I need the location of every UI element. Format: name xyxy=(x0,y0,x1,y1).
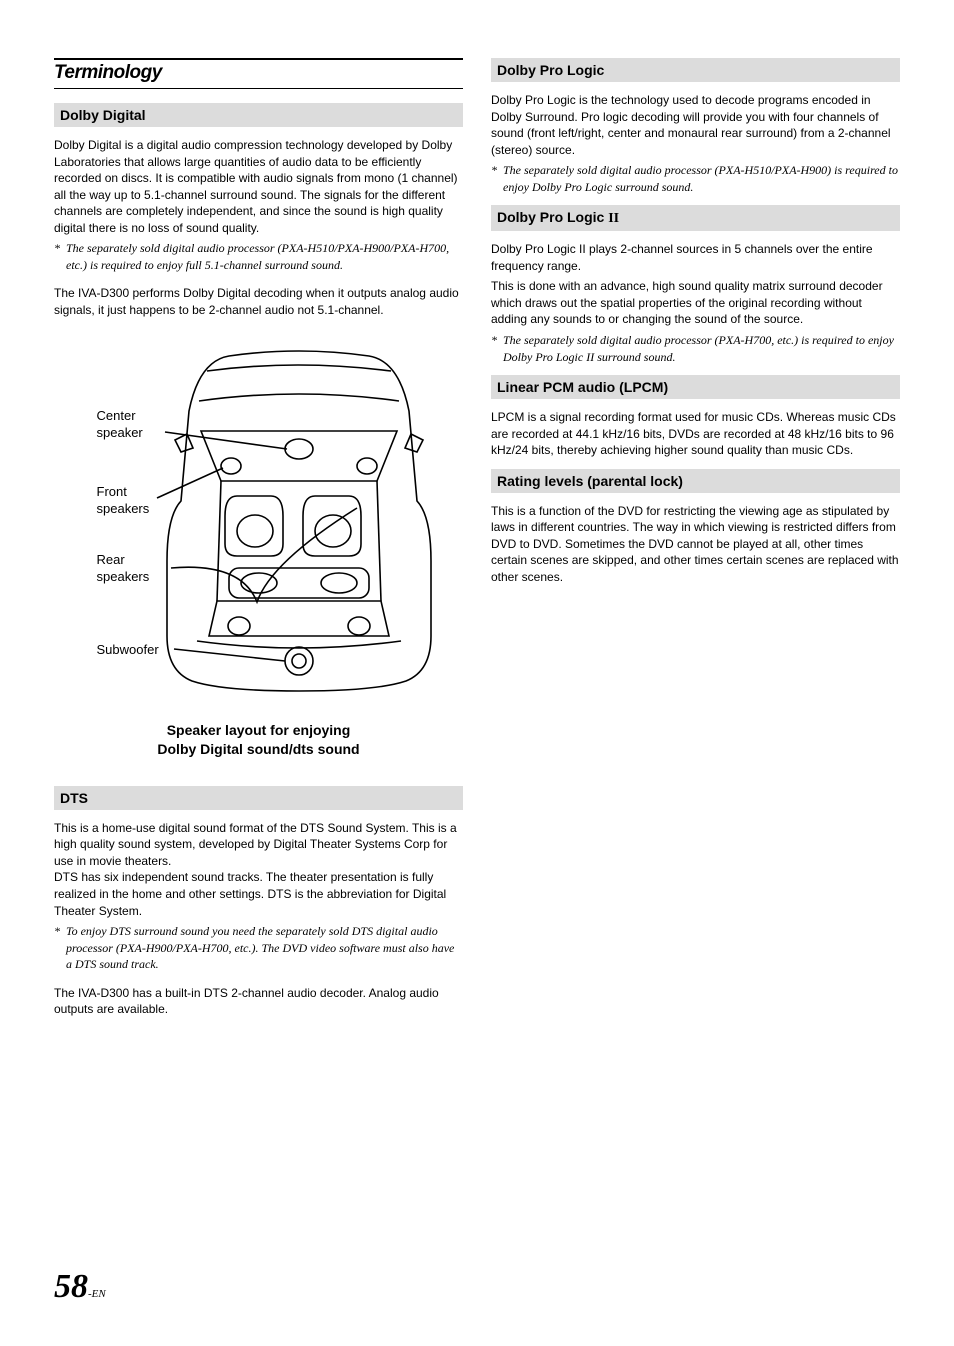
note-text: The separately sold digital audio proces… xyxy=(503,332,900,365)
heading-rating-levels: Rating levels (parental lock) xyxy=(491,469,900,493)
page-number-suffix: -EN xyxy=(88,1288,106,1300)
para-prologic: Dolby Pro Logic is the technology used t… xyxy=(491,92,900,158)
page-number-value: 58 xyxy=(54,1268,88,1305)
car-speaker-diagram: Centerspeaker Frontspeakers Rearspeakers… xyxy=(79,336,439,711)
heading-dts: DTS xyxy=(54,786,463,810)
note-prologic: * The separately sold digital audio proc… xyxy=(491,162,900,195)
para-iva-dts: The IVA-D300 has a built-in DTS 2-channe… xyxy=(54,985,463,1018)
para-prologic2-b: This is done with an advance, high sound… xyxy=(491,278,900,328)
para-prologic2-a: Dolby Pro Logic II plays 2-channel sourc… xyxy=(491,241,900,274)
para-lpcm: LPCM is a signal recording format used f… xyxy=(491,409,900,459)
section-title: Terminology xyxy=(54,58,463,89)
heading-dolby-prologic2: Dolby Pro Logic II xyxy=(491,205,900,231)
note-text: To enjoy DTS surround sound you need the… xyxy=(66,923,463,973)
heading-dolby-digital: Dolby Digital xyxy=(54,103,463,127)
para-iva-dolby: The IVA-D300 performs Dolby Digital deco… xyxy=(54,285,463,318)
asterisk: * xyxy=(491,162,503,195)
figure-caption: Speaker layout for enjoyingDolby Digital… xyxy=(54,721,463,757)
note-dts: * To enjoy DTS surround sound you need t… xyxy=(54,923,463,973)
para-rating: This is a function of the DVD for restri… xyxy=(491,503,900,586)
label-rear-speakers: Rearspeakers xyxy=(97,552,150,585)
heading-lpcm: Linear PCM audio (LPCM) xyxy=(491,375,900,399)
note-text: The separately sold digital audio proces… xyxy=(66,240,463,273)
label-front-speakers: Frontspeakers xyxy=(97,484,150,517)
asterisk: * xyxy=(54,923,66,973)
para-dolby-digital: Dolby Digital is a digital audio compres… xyxy=(54,137,463,236)
note-prologic2: * The separately sold digital audio proc… xyxy=(491,332,900,365)
label-subwoofer: Subwoofer xyxy=(97,642,159,658)
label-center-speaker: Centerspeaker xyxy=(97,408,143,441)
note-dolby-digital: * The separately sold digital audio proc… xyxy=(54,240,463,273)
asterisk: * xyxy=(491,332,503,365)
right-column: Dolby Pro Logic Dolby Pro Logic is the t… xyxy=(491,58,900,1022)
note-text: The separately sold digital audio proces… xyxy=(503,162,900,195)
left-column: Terminology Dolby Digital Dolby Digital … xyxy=(54,58,463,1022)
para-dts: This is a home-use digital sound format … xyxy=(54,820,463,919)
page-number: 58-EN xyxy=(54,1268,106,1306)
heading-dolby-prologic: Dolby Pro Logic xyxy=(491,58,900,82)
asterisk: * xyxy=(54,240,66,273)
